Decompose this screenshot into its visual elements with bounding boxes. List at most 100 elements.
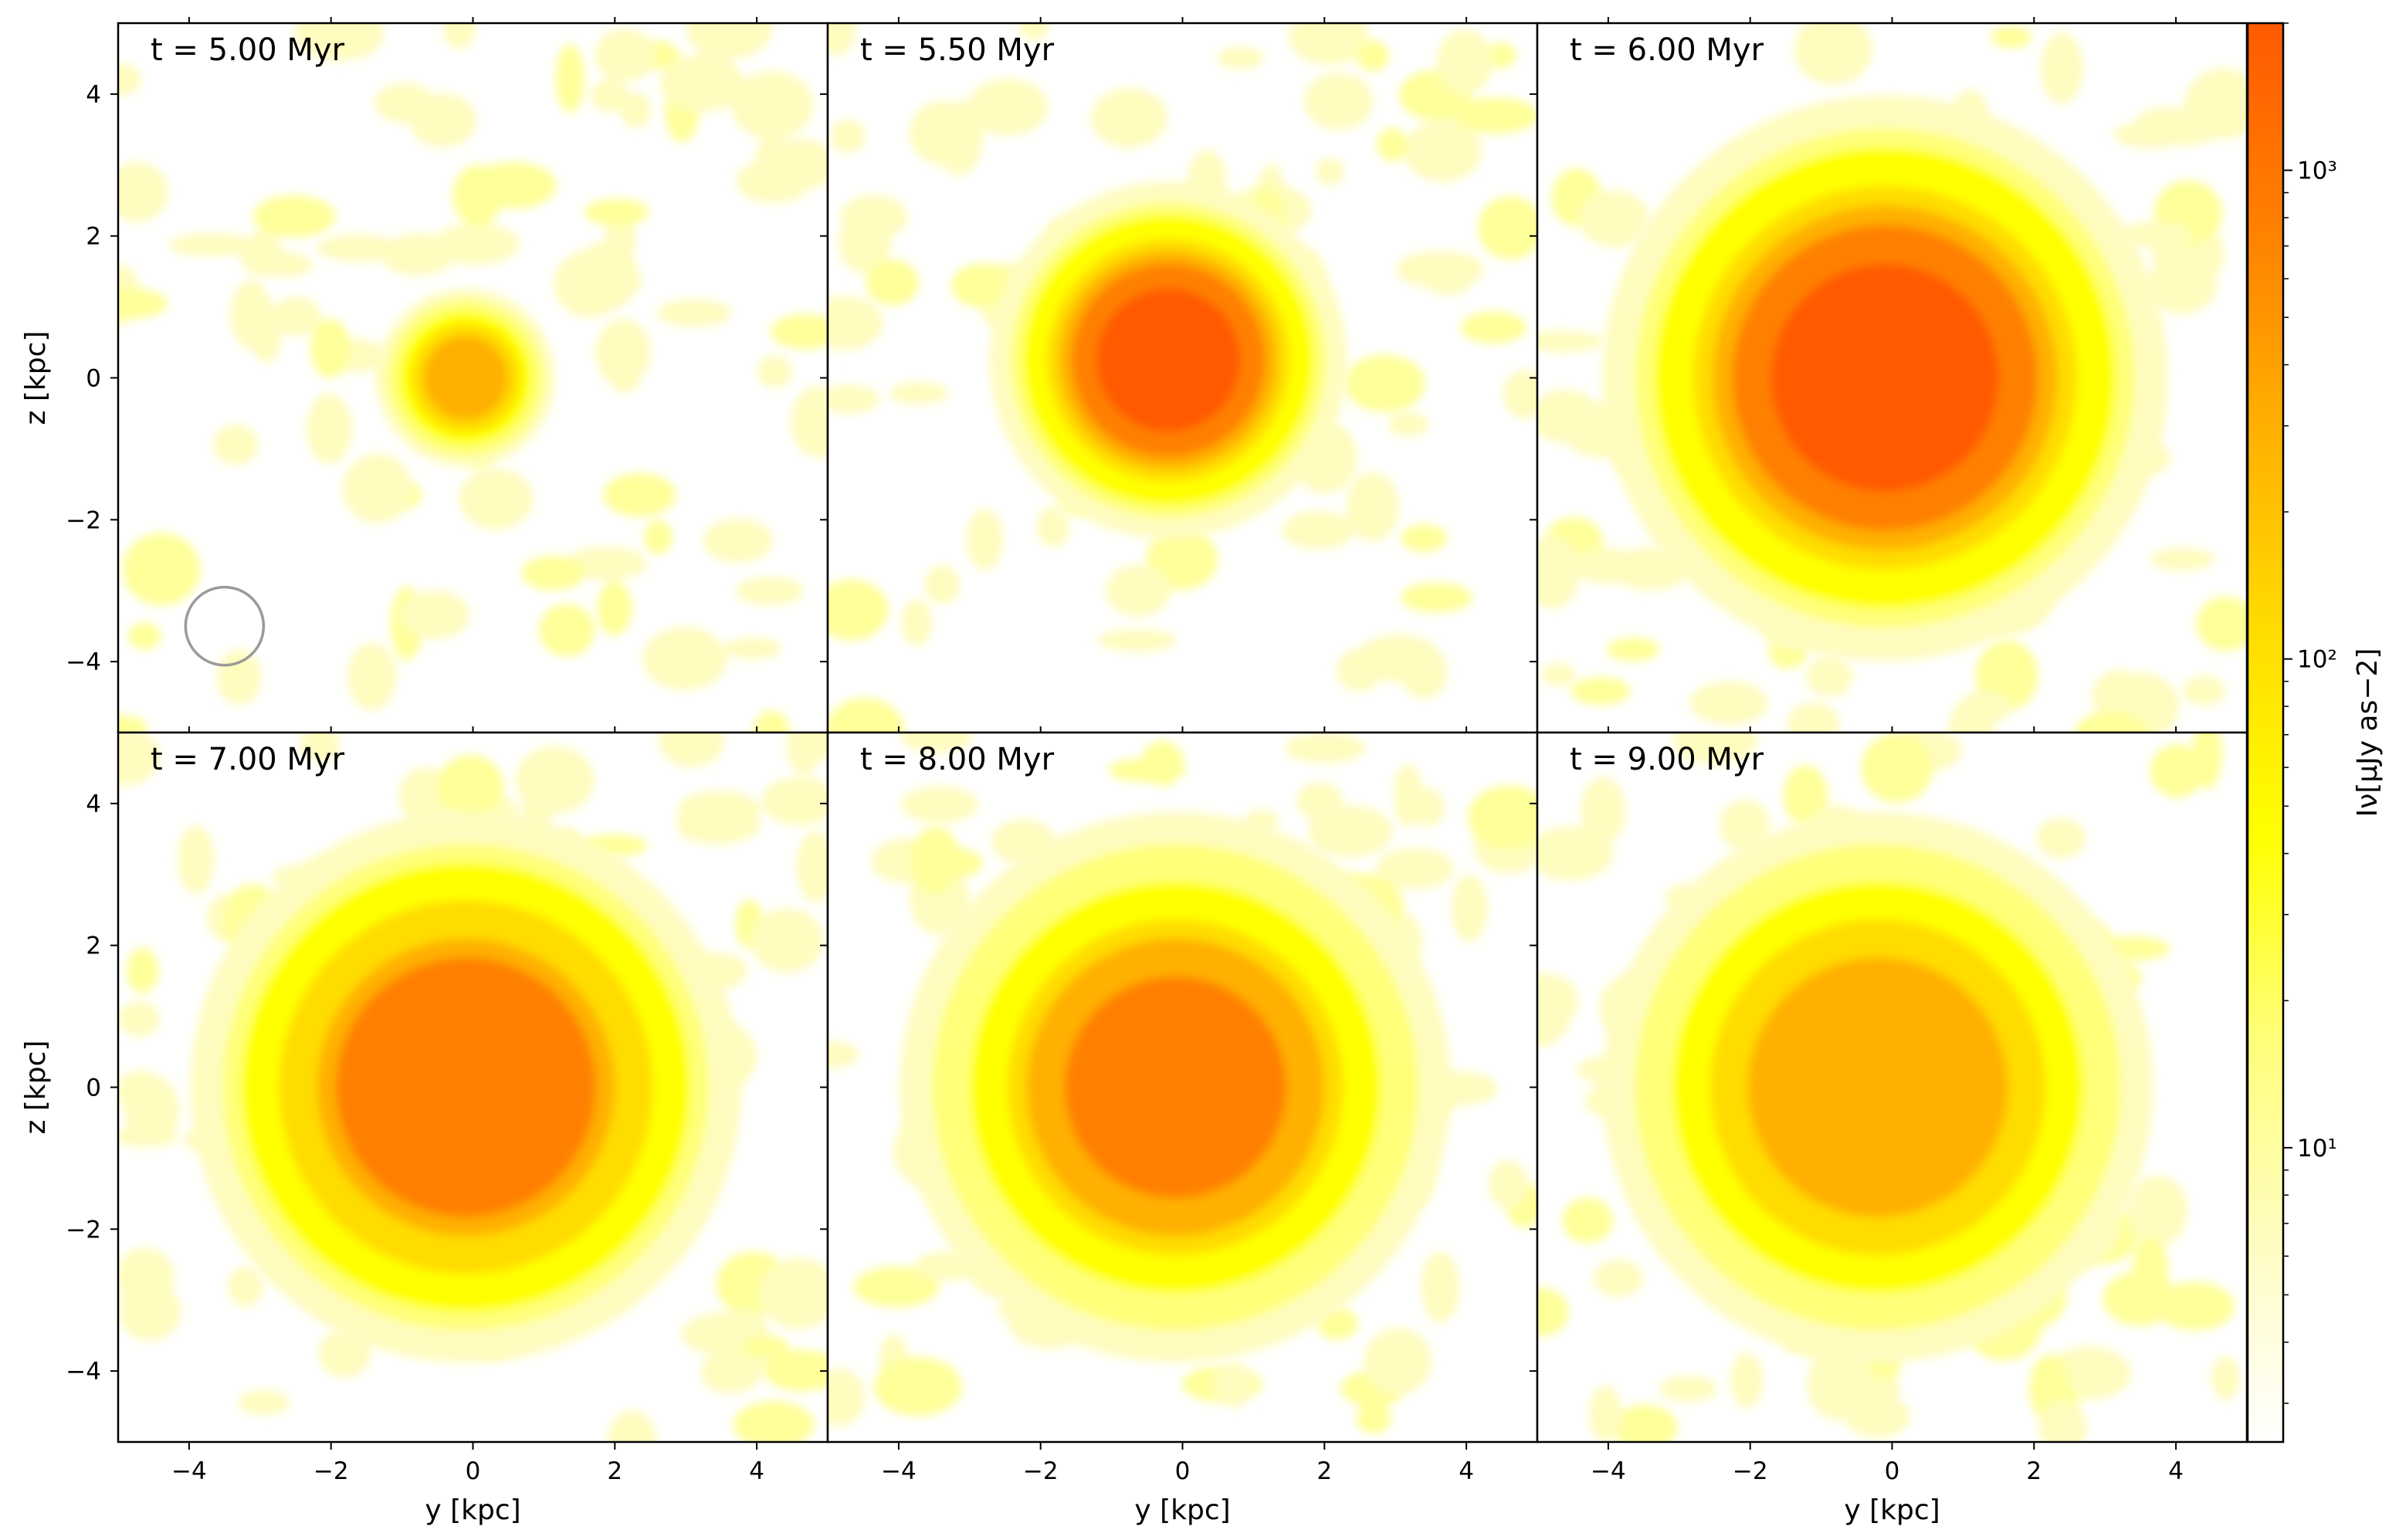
noise-patch bbox=[1357, 40, 1390, 72]
panel-3: t = 6.00 Myr bbox=[1530, 17, 2253, 740]
emission-level bbox=[1096, 288, 1241, 432]
panel-4: t = 7.00 Myr bbox=[110, 726, 834, 1450]
panel-image bbox=[1537, 733, 2241, 1442]
noise-patch bbox=[1689, 681, 1768, 726]
noise-patch bbox=[230, 280, 273, 350]
noise-patch bbox=[910, 827, 961, 895]
noise-patch bbox=[1401, 645, 1448, 699]
noise-patch bbox=[554, 249, 627, 318]
noise-patch bbox=[754, 710, 790, 733]
noise-patch bbox=[873, 1357, 963, 1416]
noise-patch bbox=[1783, 765, 1828, 826]
colorbar-tick-label: 10² bbox=[2297, 646, 2337, 674]
x-tick-label: 0 bbox=[1175, 1457, 1191, 1485]
noise-patch bbox=[828, 1368, 866, 1427]
noise-patch bbox=[900, 786, 979, 824]
noise-patches bbox=[118, 23, 828, 733]
x-tick-label: −2 bbox=[313, 1457, 349, 1485]
noise-patch bbox=[1344, 354, 1425, 412]
y-tick-label: −2 bbox=[66, 1216, 101, 1244]
emission-level bbox=[354, 976, 577, 1199]
noise-patch bbox=[1337, 648, 1383, 692]
noise-patch bbox=[2196, 596, 2247, 652]
noise-patch bbox=[1957, 691, 2011, 725]
noise-patch bbox=[733, 1400, 815, 1442]
noise-patch bbox=[730, 70, 814, 140]
noise-patch bbox=[1421, 1251, 1460, 1323]
noise-patch bbox=[343, 453, 412, 524]
noise-patch bbox=[828, 384, 880, 415]
y-tick-label: 4 bbox=[86, 790, 101, 818]
noise-patch bbox=[736, 577, 804, 606]
noise-patch bbox=[2038, 1400, 2087, 1442]
noise-patch bbox=[1147, 527, 1218, 591]
noise-patch bbox=[2147, 107, 2221, 146]
noise-patch bbox=[840, 195, 909, 239]
x-axis-label: y [kpc] bbox=[1134, 1494, 1230, 1526]
noise-patch bbox=[1388, 411, 1429, 437]
noise-patch bbox=[374, 83, 437, 124]
noise-patch bbox=[924, 564, 961, 604]
noise-patch bbox=[310, 318, 351, 378]
noise-patch bbox=[595, 318, 651, 387]
emission-level bbox=[1064, 976, 1286, 1199]
y-tick-label: −4 bbox=[66, 1358, 101, 1386]
noise-patch bbox=[852, 1266, 940, 1308]
time-label: t = 7.00 Myr bbox=[151, 742, 345, 777]
noise-patch bbox=[1285, 733, 1366, 764]
noise-patch bbox=[127, 622, 161, 650]
noise-patch bbox=[657, 298, 732, 327]
noise-patch bbox=[828, 579, 889, 641]
noise-patch bbox=[828, 1041, 859, 1069]
noise-patch bbox=[2150, 547, 2215, 571]
noise-patch bbox=[1537, 330, 1604, 353]
noise-patch bbox=[2075, 711, 2148, 733]
noise-patch bbox=[1541, 662, 1576, 686]
noise-patch bbox=[1316, 157, 1344, 186]
noise-patch bbox=[2040, 32, 2084, 104]
noise-patch bbox=[1303, 72, 1374, 130]
noise-patch bbox=[2118, 221, 2192, 249]
x-tick-label: 4 bbox=[749, 1457, 764, 1485]
noise-patch bbox=[1282, 510, 1354, 550]
noise-patch bbox=[122, 533, 201, 606]
time-label: t = 8.00 Myr bbox=[860, 742, 1055, 777]
noise-patch bbox=[966, 78, 1049, 136]
noise-patch bbox=[1217, 46, 1264, 69]
noise-patch bbox=[1452, 97, 1537, 134]
noise-patch bbox=[238, 1389, 290, 1416]
axes-layer: −4 −2 0 2 4 y [kpc] −4 −2 0 2 4 y [kpc] −4 −2 0 2 4 y [kp… bbox=[20, 81, 2184, 1526]
noise-patch bbox=[764, 1349, 828, 1392]
noise-patch bbox=[1578, 190, 1649, 248]
noise-patch bbox=[1467, 785, 1537, 851]
colorbar-frame bbox=[2246, 22, 2285, 1444]
colorbar-label: Iν[μJy as−2] bbox=[2352, 648, 2384, 817]
noise-patch bbox=[1537, 826, 1614, 881]
emission-blob bbox=[1601, 94, 2168, 662]
panel-image bbox=[828, 733, 1537, 1434]
emission-blob bbox=[989, 181, 1347, 540]
x-tick-label: 4 bbox=[1459, 1457, 1474, 1485]
noise-patch bbox=[1400, 582, 1473, 613]
noise-patch bbox=[169, 232, 252, 257]
beam-circle bbox=[184, 585, 266, 667]
noise-patch bbox=[900, 733, 973, 753]
noise-patch bbox=[644, 520, 673, 555]
noise-patch bbox=[830, 119, 866, 154]
noise-patch bbox=[300, 733, 341, 763]
noise-patch bbox=[1436, 29, 1493, 95]
noise-patch bbox=[659, 733, 724, 767]
x-tick-label: −4 bbox=[171, 1457, 207, 1485]
noise-patch bbox=[1991, 25, 2032, 49]
noise-patch bbox=[659, 54, 744, 112]
noise-patch bbox=[866, 259, 920, 306]
noise-patch bbox=[703, 518, 774, 564]
noise-patch bbox=[1730, 1352, 1764, 1408]
noise-patch bbox=[828, 295, 883, 350]
noise-patch bbox=[796, 831, 828, 903]
noise-patch bbox=[1794, 23, 1873, 86]
noise-patch bbox=[1614, 1404, 1678, 1442]
noise-patch bbox=[1787, 702, 1840, 733]
y-tick-label: 2 bbox=[86, 932, 101, 960]
